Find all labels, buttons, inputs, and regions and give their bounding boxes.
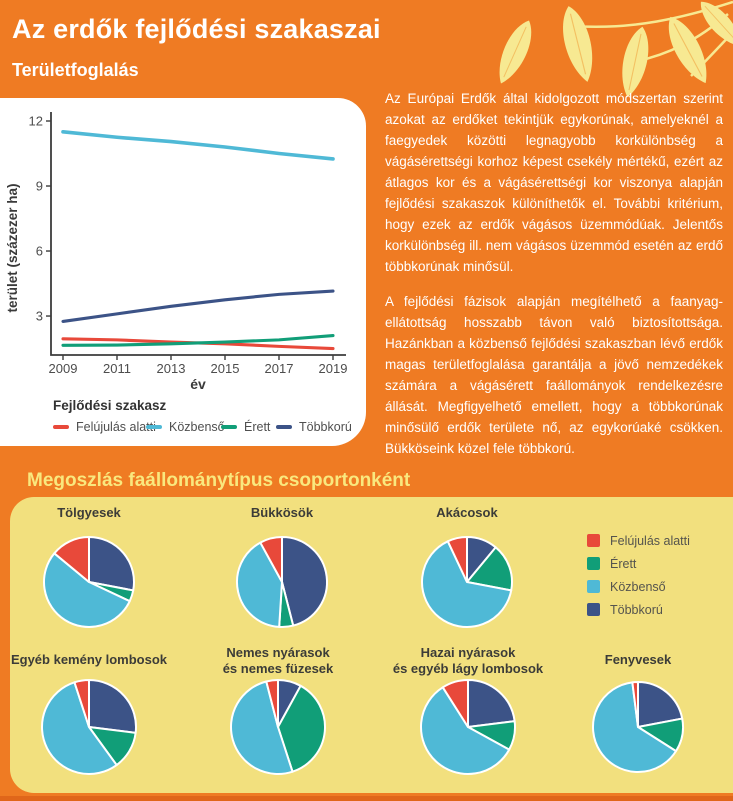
page-title: Az erdők fejlődési szakaszai bbox=[12, 14, 381, 44]
legend-label: Közbenső bbox=[169, 420, 225, 434]
leaves-decoration bbox=[499, 0, 733, 98]
pie-slice bbox=[53, 536, 90, 583]
pie-title: Akácosok bbox=[436, 505, 498, 520]
svg-text:2013: 2013 bbox=[157, 361, 186, 376]
intro-paragraph-1: Az Európai Erdők által kidolgozott módsz… bbox=[385, 91, 723, 274]
svg-text:6: 6 bbox=[36, 244, 43, 259]
pie-legend-swatch bbox=[587, 580, 600, 593]
section-title-megoszlas: Megoszlás faállománytípus csoportonként bbox=[27, 470, 411, 491]
svg-text:3: 3 bbox=[36, 309, 43, 324]
line-chart-legend: Felújulás alatti Közbenső Érett Többkorú bbox=[0, 420, 360, 438]
pie-slice bbox=[88, 536, 135, 592]
pie-title: Nemes nyárasok és nemes füzesek bbox=[222, 645, 334, 676]
legend-dash-icon bbox=[146, 425, 162, 429]
pie-title: Tölgyesek bbox=[57, 505, 121, 520]
legend-item: Közbenső bbox=[146, 420, 225, 434]
svg-text:12: 12 bbox=[29, 114, 43, 129]
pie-legend-label: Közbenső bbox=[610, 580, 666, 594]
bottom-divider bbox=[0, 796, 733, 801]
pie-chart bbox=[230, 679, 326, 775]
pie-legend-label: Többkorú bbox=[610, 603, 663, 617]
line-series-Közbenső bbox=[61, 130, 335, 161]
pie-title: Hazai nyárasok és egyéb lágy lombosok bbox=[392, 645, 544, 676]
pie-slice bbox=[41, 681, 118, 775]
pie-legend-label: Érett bbox=[610, 557, 637, 571]
svg-text:év: év bbox=[190, 376, 206, 392]
intro-text-column: Az Európai Erdők által kidolgozott módsz… bbox=[385, 88, 723, 473]
svg-text:2019: 2019 bbox=[319, 361, 348, 376]
line-chart: terület (százezer ha) 3 6 9 12 2009 2011 2013 20… bbox=[5, 112, 348, 392]
pie-slice bbox=[236, 541, 283, 628]
pie-chart bbox=[236, 536, 328, 628]
pie-slice bbox=[277, 684, 326, 773]
line-series-Érett bbox=[61, 333, 335, 347]
svg-text:9: 9 bbox=[36, 179, 43, 194]
pie-slice bbox=[73, 679, 90, 728]
pie-legend-swatch bbox=[587, 557, 600, 570]
pie-slice bbox=[637, 681, 684, 728]
svg-text:terület (százezer ha): terület (százezer ha) bbox=[5, 183, 20, 312]
legend-label: Többkorú bbox=[299, 420, 352, 434]
pie-slice bbox=[281, 536, 328, 627]
line-chart-legend-title: Fejlődési szakasz bbox=[53, 398, 167, 413]
pie-panel: Tölgyesek Bükkösök Akácosok Egyéb kemény lo… bbox=[10, 497, 733, 793]
pie-slice bbox=[43, 552, 131, 628]
legend-item: Felújulás alatti bbox=[53, 420, 156, 434]
pie-slice bbox=[592, 681, 677, 773]
legend-item: Többkorú bbox=[276, 420, 352, 434]
legend-dash-icon bbox=[53, 425, 69, 429]
pie-slice bbox=[265, 679, 279, 728]
line-chart-card: terület (százezer ha) 3 6 9 12 2009 2011 2013 20… bbox=[0, 98, 366, 446]
pie-slice bbox=[421, 540, 513, 628]
pie-chart bbox=[41, 679, 137, 775]
pie-slice bbox=[259, 536, 283, 583]
pie-legend-label: Felújulás alatti bbox=[610, 534, 690, 548]
pie-title: Bükkösök bbox=[250, 505, 314, 520]
pie-title: Fenyvesek bbox=[604, 652, 672, 667]
pie-slice bbox=[446, 536, 468, 583]
legend-dash-icon bbox=[221, 425, 237, 429]
pie-chart bbox=[421, 536, 513, 628]
legend-item: Érett bbox=[221, 420, 270, 434]
subtitle-teruletfoglalas: Területfoglalás bbox=[12, 60, 139, 80]
svg-text:2015: 2015 bbox=[211, 361, 240, 376]
pie-chart bbox=[592, 681, 684, 773]
pie-chart bbox=[420, 679, 516, 775]
pie-slice bbox=[88, 679, 137, 734]
pie-slice bbox=[631, 681, 639, 728]
intro-paragraph-2: A fejlődési fázisok alapján megítélhető … bbox=[385, 294, 723, 456]
legend-label: Felújulás alatti bbox=[76, 420, 156, 434]
pie-legend-swatch bbox=[587, 603, 600, 616]
pie-legend-swatch bbox=[587, 534, 600, 547]
svg-text:2009: 2009 bbox=[49, 361, 78, 376]
pie-slice bbox=[441, 679, 469, 728]
pie-title: Egyéb kemény lombosok bbox=[10, 652, 168, 667]
pie-chart bbox=[43, 536, 135, 628]
legend-dash-icon bbox=[276, 425, 292, 429]
leaf-icon bbox=[499, 1, 733, 98]
pie-slice bbox=[230, 680, 294, 775]
pie-slice bbox=[467, 679, 516, 728]
legend-label: Érett bbox=[244, 420, 271, 434]
pie-slice bbox=[420, 686, 511, 775]
line-series-Többkorú bbox=[61, 289, 335, 323]
svg-text:2011: 2011 bbox=[103, 361, 131, 376]
svg-text:2017: 2017 bbox=[265, 361, 294, 376]
